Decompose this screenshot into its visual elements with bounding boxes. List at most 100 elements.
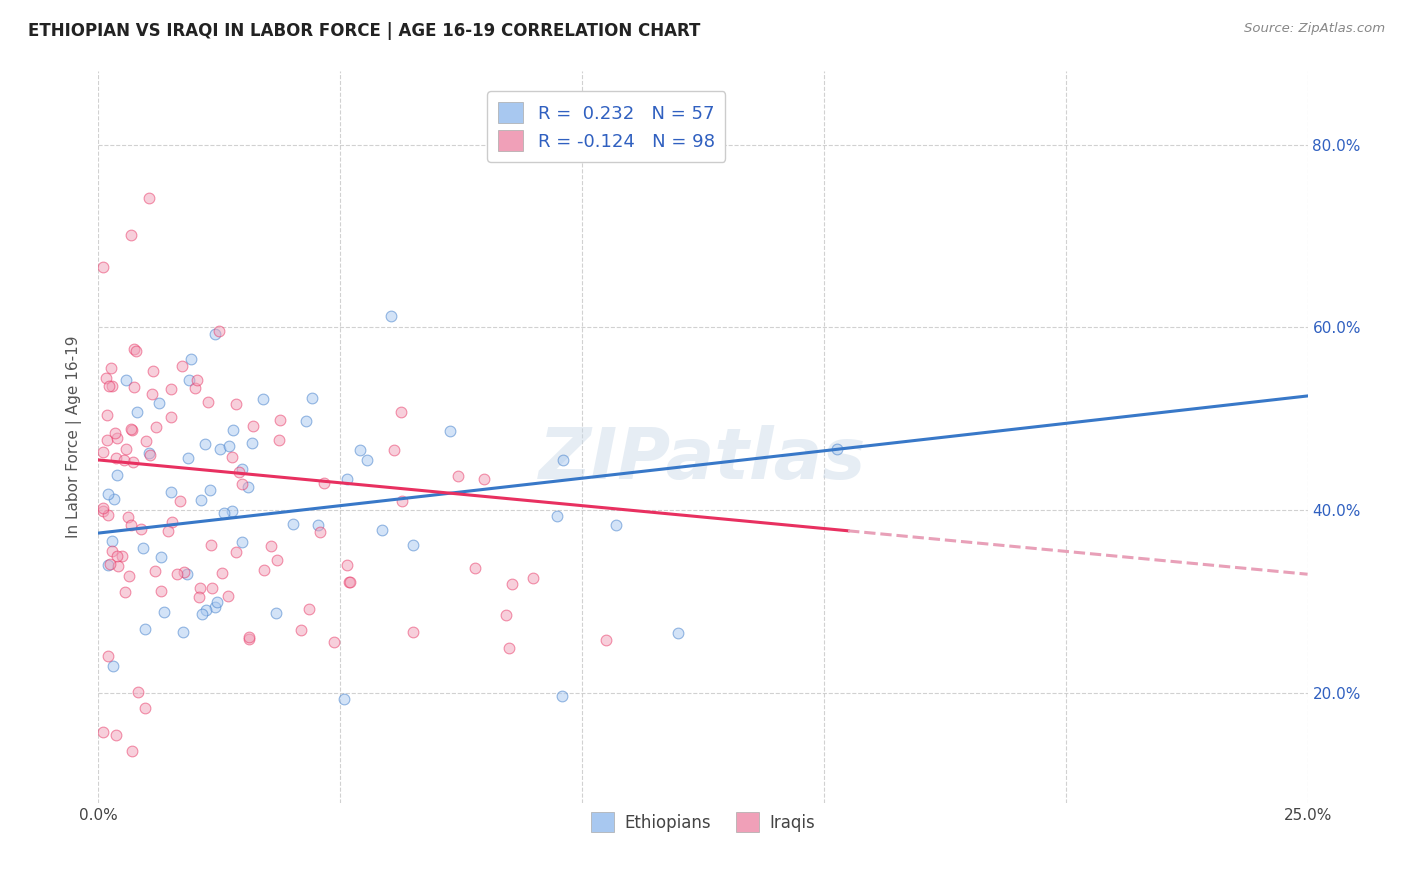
Point [217, 590, 239, 604]
Legend: Ethiopians, Iraqis: Ethiopians, Iraqis [585, 805, 821, 838]
Point [207, 324, 229, 338]
Point [120, 517, 142, 532]
Point [141, 387, 163, 401]
Point [169, 494, 191, 508]
Point [111, 549, 134, 563]
Point [114, 442, 136, 457]
Point [238, 632, 260, 646]
Point [91, 444, 114, 458]
Point [101, 378, 124, 392]
Point [294, 414, 316, 428]
Point [225, 397, 247, 411]
Point [337, 574, 360, 589]
Text: Source: ZipAtlas.com: Source: ZipAtlas.com [1244, 22, 1385, 36]
Point [231, 534, 253, 549]
Point [100, 534, 122, 549]
Point [266, 552, 288, 566]
Point [198, 483, 221, 497]
Point [218, 439, 240, 453]
Point [356, 453, 378, 467]
Point [150, 583, 173, 598]
Point [91, 504, 114, 518]
Point [105, 549, 128, 564]
Point [447, 469, 470, 483]
Point [97, 379, 120, 393]
Point [145, 420, 167, 434]
Point [160, 382, 183, 396]
Point [242, 418, 264, 433]
Point [308, 524, 330, 539]
Point [121, 423, 143, 437]
Point [105, 467, 128, 482]
Point [105, 728, 128, 742]
Point [207, 595, 229, 609]
Point [312, 475, 335, 490]
Point [464, 561, 486, 575]
Point [204, 599, 226, 614]
Point [127, 685, 149, 699]
Point [240, 436, 263, 450]
Point [605, 517, 627, 532]
Point [380, 309, 402, 323]
Point [201, 581, 224, 595]
Point [190, 493, 212, 508]
Point [370, 523, 392, 537]
Point [118, 569, 141, 583]
Point [439, 424, 461, 438]
Point [125, 343, 148, 358]
Point [474, 472, 496, 486]
Point [322, 635, 344, 649]
Point [120, 422, 142, 436]
Point [172, 625, 194, 640]
Point [336, 558, 359, 572]
Point [104, 425, 127, 440]
Point [112, 453, 135, 467]
Point [501, 577, 523, 591]
Point [96, 648, 118, 663]
Point [138, 191, 160, 205]
Point [160, 485, 183, 500]
Point [595, 632, 617, 647]
Point [191, 607, 214, 622]
Point [336, 473, 359, 487]
Point [105, 451, 128, 466]
Point [307, 518, 329, 533]
Point [101, 543, 124, 558]
Point [135, 434, 157, 449]
Point [134, 622, 156, 636]
Point [148, 396, 170, 410]
Text: ZIPatlas: ZIPatlas [540, 425, 866, 493]
Point [129, 522, 152, 536]
Point [153, 605, 176, 619]
Point [349, 443, 371, 458]
Point [149, 549, 172, 564]
Point [91, 500, 114, 515]
Point [176, 566, 198, 581]
Y-axis label: In Labor Force | Age 16-19: In Labor Force | Age 16-19 [66, 335, 83, 539]
Point [267, 434, 290, 448]
Point [97, 558, 120, 572]
Point [551, 689, 574, 703]
Point [117, 509, 139, 524]
Point [204, 326, 226, 341]
Point [197, 395, 219, 409]
Point [290, 624, 312, 638]
Point [96, 408, 118, 422]
Point [107, 558, 129, 573]
Point [231, 477, 253, 491]
Point [120, 227, 142, 242]
Point [97, 508, 120, 522]
Point [101, 659, 124, 673]
Point [138, 446, 160, 460]
Point [200, 538, 222, 552]
Point [668, 625, 690, 640]
Point [100, 360, 122, 375]
Point [339, 574, 361, 589]
Point [183, 382, 205, 396]
Point [382, 443, 405, 458]
Point [134, 701, 156, 715]
Point [177, 373, 200, 387]
Point [825, 442, 848, 456]
Point [122, 380, 145, 394]
Point [498, 641, 520, 656]
